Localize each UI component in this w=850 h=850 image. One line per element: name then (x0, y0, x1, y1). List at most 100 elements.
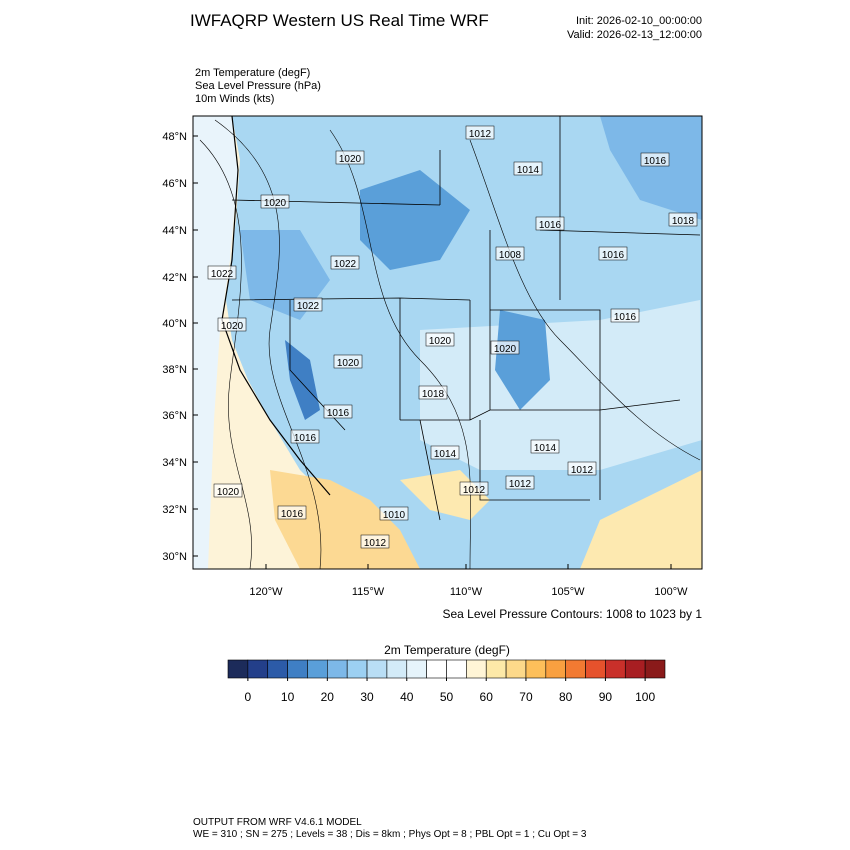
contour-label-box (567, 461, 597, 476)
contour-label-box (610, 308, 640, 323)
colorbar-box (565, 659, 586, 679)
field-name: 10m Winds (kts) (195, 93, 274, 105)
contour-label-box (277, 505, 307, 520)
contour-label-box (425, 332, 455, 347)
colorbar-box (247, 659, 269, 679)
colorbar-title: 2m Temperature (degF) (384, 643, 510, 657)
lon-label: 115°W (352, 586, 385, 598)
contour-label-box (430, 445, 460, 460)
title: IWFAQRP Western US Real Time WRF (190, 11, 489, 30)
lat-label: 42°N (162, 272, 187, 284)
colorbar-box (307, 659, 328, 679)
contour-label-box (513, 161, 543, 176)
contour-label: 1014 (434, 449, 457, 460)
contour-label: 1012 (469, 129, 492, 140)
colorbar-box (505, 659, 527, 679)
colorbar-tick-label: 40 (400, 690, 414, 704)
lat-label: 44°N (162, 225, 187, 237)
colorbar-tick-label: 0 (245, 690, 252, 704)
contour-note: Sea Level Pressure Contours: 1008 to 102… (443, 607, 703, 621)
contour-label-box (465, 125, 495, 140)
contour-label: 1016 (614, 312, 637, 323)
init-time: Init: 2026-02-10_00:00:00 (576, 15, 702, 27)
contour-label-box (490, 340, 520, 355)
contour-label: 1020 (217, 487, 240, 498)
colorbar-tick-label: 80 (559, 690, 573, 704)
contour-label: 1020 (264, 198, 287, 209)
lat-label: 36°N (162, 410, 187, 422)
colorbar-tick-label: 100 (635, 690, 655, 704)
contour-label: 1012 (364, 538, 387, 549)
contour-label: 1020 (494, 344, 517, 355)
contour-label-box (335, 150, 365, 165)
map-field (193, 116, 702, 569)
colorbar-tick-label: 10 (281, 690, 295, 704)
colorbar-box (446, 659, 467, 679)
lat-label: 46°N (162, 178, 187, 190)
colorbar-box (585, 659, 606, 679)
contour-label-box (640, 152, 670, 167)
colorbar-box (386, 659, 408, 679)
contour-label: 1016 (281, 509, 304, 520)
field-name: Sea Level Pressure (hPa) (195, 80, 321, 92)
lat-label: 34°N (162, 457, 187, 469)
colorbar-box (525, 659, 547, 679)
colorbar-box (644, 659, 666, 679)
contour-label: 1022 (211, 269, 234, 280)
contour-label: 1016 (602, 250, 625, 261)
colorbar-box (406, 659, 427, 679)
contour-label: 1014 (534, 443, 557, 454)
contour-label-box (323, 404, 353, 419)
colorbar-box (227, 659, 249, 679)
colorbar-tick-label: 30 (360, 690, 374, 704)
lat-label: 38°N (162, 364, 187, 376)
contour-label: 1014 (517, 165, 540, 176)
contour-label-box (418, 385, 448, 400)
contour-label: 1018 (422, 389, 445, 400)
contour-label-box (459, 481, 489, 496)
contour-label-box (260, 194, 290, 209)
field-name: 2m Temperature (degF) (195, 67, 310, 79)
colorbar-box (267, 659, 288, 679)
contour-label: 1012 (509, 479, 532, 490)
contour-label-box (217, 317, 247, 332)
valid-time: Valid: 2026-02-13_12:00:00 (567, 29, 702, 41)
contour-label: 1018 (672, 216, 695, 227)
contour-label-box (330, 255, 360, 270)
contour-label-box (495, 246, 525, 261)
colorbar-box (327, 659, 348, 679)
colorbar-box (466, 659, 487, 679)
colorbar-box (366, 659, 388, 679)
contour-label-box (379, 506, 409, 521)
lat-label: 32°N (162, 504, 187, 516)
contour-label: 1020 (339, 154, 362, 165)
lat-label: 48°N (162, 131, 187, 143)
contour-label: 1016 (539, 220, 562, 231)
lon-label: 110°W (450, 586, 483, 598)
colorbar-box (624, 659, 646, 679)
contour-label: 1020 (221, 321, 244, 332)
contour-label: 1022 (297, 301, 320, 312)
lon-label: 105°W (551, 586, 585, 598)
contour-label-box (290, 429, 320, 444)
footer-line: WE = 310 ; SN = 275 ; Levels = 38 ; Dis … (193, 829, 587, 840)
colorbar-box (426, 659, 447, 679)
colorbar-box (485, 659, 507, 679)
contour-label: 1016 (327, 408, 350, 419)
contour-label: 1012 (463, 485, 486, 496)
contour-label-box (293, 297, 323, 312)
contour-label: 1020 (429, 336, 452, 347)
colorbar-box (287, 659, 308, 679)
colorbar-tick-label: 20 (321, 690, 335, 704)
contour-label: 1010 (383, 510, 406, 521)
colorbar-box (346, 659, 368, 679)
contour-label-box (598, 246, 628, 261)
map-frame (192, 115, 703, 570)
contour-label-box (535, 216, 565, 231)
contour-label-box (333, 354, 363, 369)
contour-label: 1016 (644, 156, 667, 167)
lon-label: 120°W (249, 586, 283, 598)
colorbar-tick-label: 50 (440, 690, 454, 704)
